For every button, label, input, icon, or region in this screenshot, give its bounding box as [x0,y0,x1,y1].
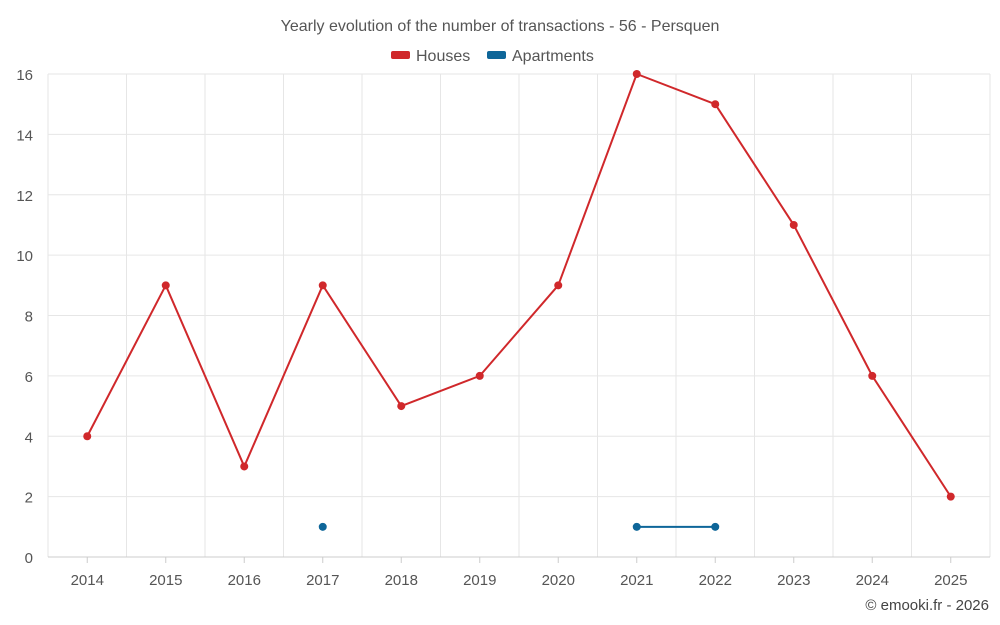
y-tick-label: 12 [16,188,33,205]
credit: © emooki.fr - 2026 [865,597,989,614]
legend-label-houses: Houses [416,48,470,65]
data-point-houses[interactable]: Houses 2015: 9 [161,281,170,290]
data-point-apartments[interactable]: Apartments 2017: 1 [318,522,327,531]
grid [47,73,991,557]
data-point-houses[interactable]: Houses 2022: 15 [711,100,720,109]
x-tick-label: 2014 [71,572,104,589]
x-tick-label: 2025 [934,572,967,589]
data-point-houses[interactable]: Houses 2019: 6 [475,371,484,380]
x-tick-label: 2024 [856,572,889,589]
x-tick-label: 2020 [542,572,575,589]
legend-swatch-houses [391,51,410,59]
y-tick-label: 6 [25,369,33,386]
series-apartments: Apartments 2017: 1 Apartments 2021: 1 Apar… [318,522,720,531]
y-tick-label: 0 [25,550,33,567]
axes: 0 2 4 6 8 10 12 14 16 2014 2015 2016 2017 2018 2019 202… [16,67,990,589]
y-tick-label: 16 [16,67,33,84]
y-tick-label: 4 [25,429,33,446]
chart-title: Yearly evolution of the number of transa… [281,18,720,35]
legend: Houses Apartments [391,48,594,65]
legend-item-houses[interactable]: Houses [391,48,470,65]
data-point-houses[interactable]: Houses 2016: 3 [240,462,249,471]
data-point-houses[interactable]: Houses 2020: 9 [554,281,563,290]
x-tick-label: 2023 [777,572,810,589]
data-point-apartments[interactable]: Apartments 2022: 1 [711,522,720,531]
data-point-houses[interactable]: Houses 2017: 9 [318,281,327,290]
x-tick-label: 2017 [306,572,339,589]
x-tick-label: 2018 [385,572,418,589]
x-tick-label: 2019 [463,572,496,589]
data-point-houses[interactable]: Houses 2018: 5 [397,402,406,411]
data-point-apartments[interactable]: Apartments 2021: 1 [632,522,641,531]
legend-swatch-apartments [487,51,506,59]
legend-item-apartments[interactable]: Apartments [487,48,594,65]
data-point-houses[interactable]: Houses 2025: 2 [946,492,955,501]
y-tick-label: 2 [25,490,33,507]
x-tick-label: 2021 [620,572,653,589]
data-point-houses[interactable]: Houses 2021: 16 [632,70,641,78]
legend-label-apartments: Apartments [512,48,594,65]
y-tick-label: 14 [16,127,33,144]
data-point-houses[interactable]: Houses 2023: 11 [789,220,798,229]
x-tick-label: 2015 [149,572,182,589]
series: Houses 2014: 4 Houses 2015: 9 Houses 2016:… [83,70,955,531]
data-point-houses[interactable]: Houses 2014: 4 [83,432,92,441]
series-line-houses [86,73,952,498]
y-tick-label: 10 [16,248,33,265]
data-point-houses[interactable]: Houses 2024: 6 [868,371,877,380]
x-tick-label: 2016 [228,572,261,589]
y-tick-label: 8 [25,309,33,326]
x-tick-label: 2022 [699,572,732,589]
series-houses: Houses 2014: 4 Houses 2015: 9 Houses 2016:… [83,70,955,501]
